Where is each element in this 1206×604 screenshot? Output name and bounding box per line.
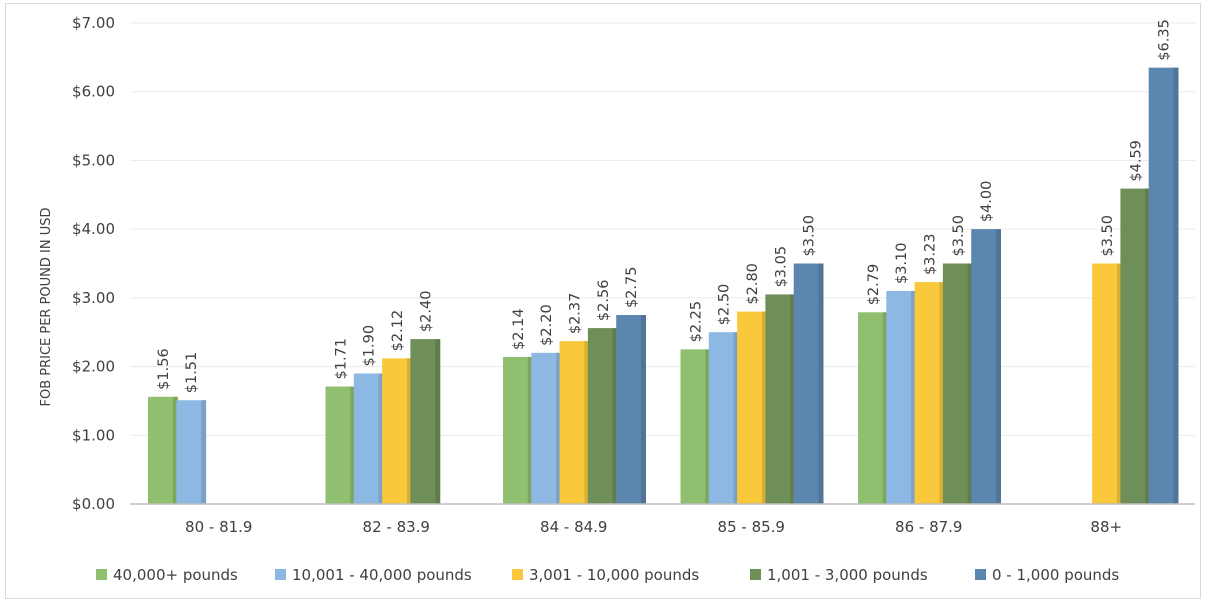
legend-swatch xyxy=(512,569,523,580)
gridlines xyxy=(130,22,1195,436)
y-tick-label: $0.00 xyxy=(72,495,115,513)
data-label: $2.12 xyxy=(390,310,406,352)
bar-edge xyxy=(406,358,412,504)
data-label: $2.14 xyxy=(511,308,527,350)
bar-edge xyxy=(911,290,917,504)
legend-swatch xyxy=(275,569,286,580)
data-label: $2.37 xyxy=(568,293,584,335)
data-label: $2.40 xyxy=(418,291,434,333)
y-tick-label: $7.00 xyxy=(72,14,115,32)
x-tick-label: 80 - 81.9 xyxy=(185,518,252,536)
legend: 40,000+ pounds 10,001 - 40,000 pounds 3,00… xyxy=(96,566,1119,584)
bar-edge xyxy=(1116,263,1122,504)
bar-edge xyxy=(733,332,739,504)
legend-swatch xyxy=(750,569,761,580)
legend-item: 1,001 - 3,000 pounds xyxy=(750,566,928,584)
data-labels: $1.56 $1.51 $1.71 $1.90 $2.12 $2.40 $2.14 $2.20… xyxy=(156,19,1173,393)
y-tick-label: $1.00 xyxy=(72,426,115,444)
legend-label: 40,000+ pounds xyxy=(113,566,238,584)
data-label: $2.20 xyxy=(539,304,555,346)
data-label: $2.75 xyxy=(624,267,640,309)
bar-edge xyxy=(201,400,207,504)
data-label: $2.50 xyxy=(717,284,733,326)
y-axis-title: FOB PRICE PER POUND IN USD xyxy=(39,207,54,406)
y-tick-label: $6.00 xyxy=(72,83,115,101)
x-tick-label: 86 - 87.9 xyxy=(895,518,962,536)
bar-edge xyxy=(939,282,945,504)
data-label: $4.59 xyxy=(1128,140,1144,182)
bar-edge xyxy=(761,311,767,504)
y-tick-label: $2.00 xyxy=(72,358,115,376)
data-label: $3.50 xyxy=(951,215,967,257)
data-label: $3.50 xyxy=(802,215,818,257)
data-label: $6.35 xyxy=(1157,19,1173,61)
data-label: $1.71 xyxy=(333,338,349,380)
data-label: $1.90 xyxy=(362,325,378,367)
bar-edge xyxy=(350,386,356,504)
bar-edge xyxy=(172,396,178,504)
data-label: $4.00 xyxy=(979,181,995,223)
y-tick-label: $4.00 xyxy=(72,220,115,238)
x-tick-label: 88+ xyxy=(1090,518,1122,536)
y-tick-label: $5.00 xyxy=(72,151,115,169)
bar-edge xyxy=(378,373,384,504)
data-label: $1.51 xyxy=(184,352,200,394)
legend-swatch xyxy=(96,569,107,580)
legend-item: 3,001 - 10,000 pounds xyxy=(512,566,699,584)
bar-series xyxy=(148,67,1179,505)
bar-edge xyxy=(435,339,441,504)
legend-label: 3,001 - 10,000 pounds xyxy=(529,566,699,584)
bar-edge xyxy=(1173,67,1179,505)
legend-swatch xyxy=(975,569,986,580)
data-label: $3.50 xyxy=(1100,215,1116,257)
bar-edge xyxy=(882,312,888,504)
bar-edge xyxy=(790,294,796,504)
y-axis: $0.00 $1.00 $2.00 $3.00 $4.00 $5.00 $6.00 $7.00 xyxy=(72,14,115,513)
bar-edge xyxy=(818,263,824,504)
data-label: $2.80 xyxy=(745,263,761,305)
x-tick-label: 84 - 84.9 xyxy=(540,518,607,536)
bar-edge xyxy=(1145,188,1151,504)
x-tick-label: 82 - 83.9 xyxy=(363,518,430,536)
bar-edge xyxy=(527,356,533,504)
bar-edge xyxy=(967,263,973,504)
legend-label: 0 - 1,000 pounds xyxy=(992,566,1119,584)
data-label: $3.05 xyxy=(773,246,789,288)
data-label: $3.10 xyxy=(894,242,910,284)
data-label: $1.56 xyxy=(156,348,172,390)
data-label: $2.25 xyxy=(688,301,704,343)
legend-label: 10,001 - 40,000 pounds xyxy=(292,566,472,584)
legend-item: 0 - 1,000 pounds xyxy=(975,566,1119,584)
bar-edge xyxy=(556,352,562,504)
x-axis: 80 - 81.9 82 - 83.9 84 - 84.9 85 - 85.9 86 -… xyxy=(185,518,1122,536)
legend-item: 40,000+ pounds xyxy=(96,566,238,584)
bar-edge xyxy=(612,328,618,504)
x-tick-label: 85 - 85.9 xyxy=(718,518,785,536)
data-label: $2.56 xyxy=(596,280,612,322)
data-label: $2.79 xyxy=(866,264,882,306)
data-label: $3.23 xyxy=(923,234,939,276)
legend-label: 1,001 - 3,000 pounds xyxy=(767,566,928,584)
bar-edge xyxy=(641,315,646,504)
bar-edge xyxy=(705,349,711,504)
bar-edge xyxy=(996,229,1001,504)
legend-item: 10,001 - 40,000 pounds xyxy=(275,566,472,584)
bar-edge xyxy=(584,341,590,504)
y-tick-label: $3.00 xyxy=(72,289,115,307)
